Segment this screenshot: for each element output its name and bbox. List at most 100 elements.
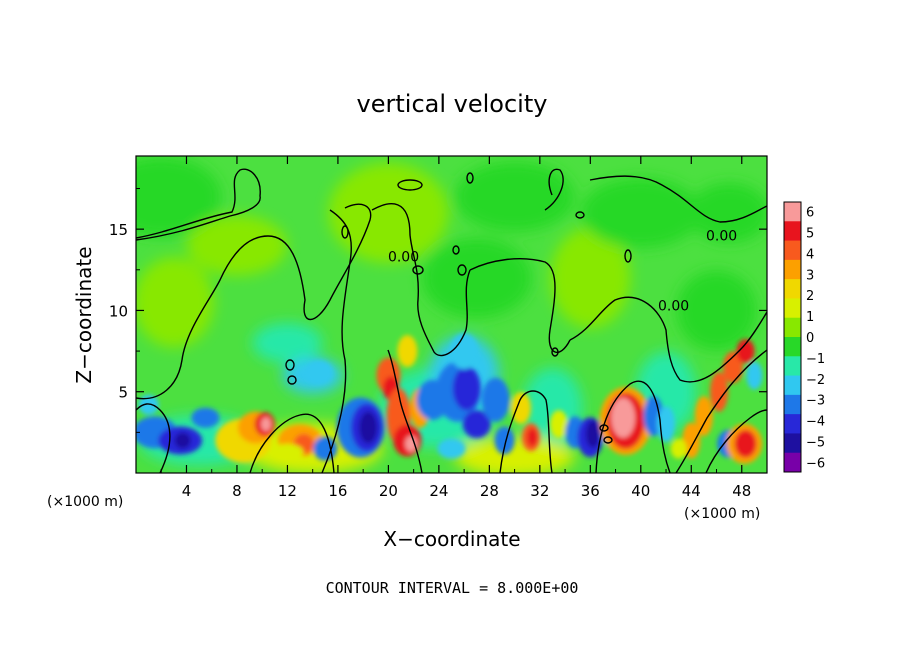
contour-loop (466, 172, 474, 184)
colorbar-tick-label: 1 (806, 310, 814, 325)
colorbar-tick-label: 5 (806, 227, 814, 242)
colorbar-swatch (784, 337, 801, 357)
field-feature (454, 436, 575, 473)
contour-line (136, 168, 261, 241)
contour-line (544, 168, 564, 211)
field-feature (454, 161, 575, 232)
colorbar-swatch (784, 279, 801, 299)
colorbar-swatch (784, 317, 801, 338)
contour-loop (285, 359, 295, 371)
field-feature (271, 443, 304, 460)
colorbar-frame (783, 201, 802, 473)
field-feature (710, 371, 729, 412)
z-axis-label: Z−coordinate (72, 246, 96, 383)
field-feature (359, 411, 378, 444)
field-feature (494, 426, 515, 455)
field-feature (191, 407, 220, 428)
x-tick-label: 20 (379, 482, 398, 500)
field-feature (694, 396, 713, 437)
colorbar: 6 5 4 3 2 1 0 −1 −2 −3 −4 −5 −6 (783, 201, 825, 473)
contour-line (499, 390, 553, 473)
field-feature (304, 360, 333, 385)
field-feature (736, 339, 755, 364)
contour-line (469, 258, 571, 353)
contour-loop (341, 225, 349, 239)
colorbar-swatch (784, 202, 801, 222)
z-tick-label: 10 (109, 302, 128, 320)
colorbar-tick-label: −5 (806, 435, 825, 450)
chart-title: vertical velocity (357, 90, 548, 118)
x-tick-label: 28 (480, 482, 499, 500)
contour-label: 0.00 (706, 229, 737, 245)
contour-label: 0.00 (388, 250, 419, 266)
colorbar-swatch (784, 221, 801, 242)
contour-loop (412, 265, 424, 275)
field-feature (682, 422, 701, 459)
field-feature (174, 432, 191, 449)
field-feature (722, 351, 743, 384)
field-feature (481, 377, 510, 422)
field-feature (670, 438, 687, 459)
field-feature (136, 156, 222, 237)
x-tick-label: 36 (581, 482, 600, 500)
colorbar-swatch (784, 298, 801, 319)
contour-loop (624, 249, 632, 263)
field-feature (549, 410, 568, 439)
colorbar-swatch (784, 375, 801, 396)
x-tick-label: 8 (232, 482, 242, 500)
field-feature (328, 162, 449, 263)
field-feature (676, 270, 757, 351)
contour-loop (457, 264, 467, 276)
field-feature (136, 257, 214, 348)
field-sharp-layer (136, 333, 763, 464)
field-feature (734, 429, 757, 458)
colorbar-swatch (784, 394, 801, 415)
colorbar-swatch (784, 433, 801, 454)
colorbar-tick-label: −2 (806, 373, 825, 388)
field-feature (462, 410, 491, 439)
contour-line (705, 409, 767, 473)
x-tick-label: 48 (732, 482, 751, 500)
field-feature (405, 435, 418, 452)
field-feature (580, 177, 701, 248)
field-feature (527, 428, 538, 447)
contour-line (387, 349, 423, 473)
colorbar-tick-label: 2 (806, 289, 814, 304)
colorbar-tick-label: 0 (806, 331, 814, 346)
colorbar-tick-label: 3 (806, 268, 814, 283)
contour-line (569, 296, 767, 383)
z-axis: 5 10 15 (109, 188, 767, 433)
x-tick-label: 32 (530, 482, 549, 500)
field-feature (260, 417, 271, 432)
z-tick-label: 15 (109, 221, 128, 239)
field-feature (746, 361, 763, 390)
contour-line (589, 175, 767, 223)
contour-lines (136, 168, 767, 473)
colorbar-swatch (784, 259, 801, 280)
field-feature (452, 366, 481, 411)
velocity-field: 0.00 0.00 0.00 (136, 156, 767, 473)
contour-line (675, 349, 767, 473)
contour-line (136, 403, 171, 473)
contour-loop (599, 424, 609, 432)
colorbar-tick-label: −6 (806, 456, 825, 471)
contour-loop (287, 375, 297, 385)
contour-loop (603, 436, 613, 444)
plot-frame (135, 155, 768, 474)
contour-label: 0.00 (658, 298, 689, 314)
contour-labels: 0.00 0.00 0.00 (388, 229, 737, 315)
x-tick-label: 40 (631, 482, 650, 500)
colorbar-swatch (784, 356, 801, 377)
contour-line (249, 413, 335, 473)
x-tick-label: 4 (182, 482, 192, 500)
field-feature (437, 438, 466, 459)
x-tick-label: 44 (682, 482, 701, 500)
contour-interval-note: CONTOUR INTERVAL = 8.000E+00 (326, 579, 579, 597)
x-axis-label: X−coordinate (383, 527, 520, 551)
z-tick-label: 5 (118, 384, 128, 402)
colorbar-swatch (784, 452, 801, 473)
field-feature (450, 333, 479, 370)
contour-line (136, 203, 372, 400)
colorbar-tick-label: −3 (806, 394, 825, 409)
